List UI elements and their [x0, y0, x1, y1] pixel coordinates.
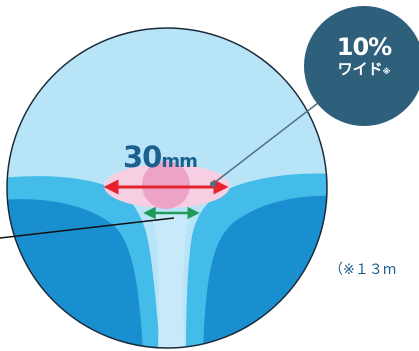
badge-note-mark: ※ — [382, 67, 391, 76]
badge-leader-line — [213, 102, 319, 184]
lens-outline — [6, 27, 328, 349]
badge-wide-label: ワイド※ — [304, 60, 419, 81]
progressive-corridor — [150, 214, 192, 348]
width-value: 30 — [123, 140, 162, 174]
badge-wide-text: ワイド — [337, 60, 383, 78]
width-unit: mm — [161, 151, 198, 172]
corridor-leader-line — [0, 217, 175, 239]
wide-badge-text: 10% ワイド※ — [304, 34, 419, 81]
badge-percent: 10% — [336, 33, 392, 61]
width-label: 30mm — [123, 140, 198, 174]
wide-badge — [304, 6, 419, 126]
footnote: （※１３m — [329, 262, 397, 278]
badge-leader-dot — [210, 181, 216, 187]
